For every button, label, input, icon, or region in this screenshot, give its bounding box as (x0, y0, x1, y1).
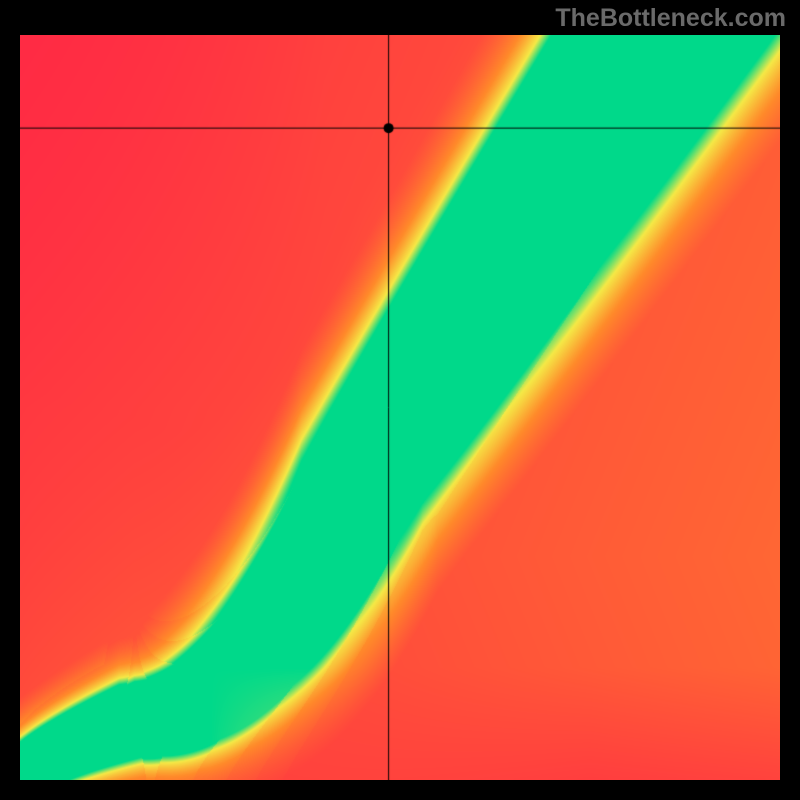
chart-container: TheBottleneck.com (0, 0, 800, 800)
bottleneck-heatmap (20, 35, 780, 780)
watermark-text: TheBottleneck.com (555, 4, 786, 33)
